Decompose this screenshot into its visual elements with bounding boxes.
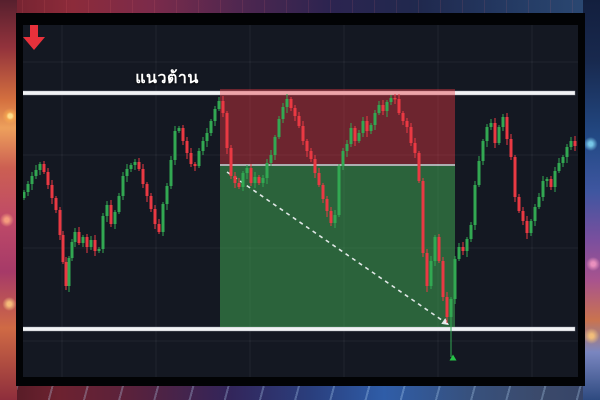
candlestick-chart xyxy=(23,25,578,377)
neon-border-right xyxy=(583,0,600,400)
down-arrow-icon xyxy=(23,25,45,50)
support-line xyxy=(23,326,576,332)
resistance-line xyxy=(23,90,576,96)
supply-zone xyxy=(220,89,455,164)
candles xyxy=(23,94,577,357)
neon-border-top xyxy=(0,0,600,15)
trend-dashed-line xyxy=(226,171,450,326)
buy-marker-icon xyxy=(449,354,457,361)
trend-line-arrowhead xyxy=(441,318,449,325)
resistance-label: แนวต้าน xyxy=(135,70,199,87)
neon-border-bottom xyxy=(0,385,600,400)
neon-border-left xyxy=(0,0,17,400)
zone-divider-line xyxy=(220,164,455,166)
chart-frame: แนวต้าน xyxy=(16,13,585,386)
chart-panel: แนวต้าน xyxy=(23,25,578,377)
